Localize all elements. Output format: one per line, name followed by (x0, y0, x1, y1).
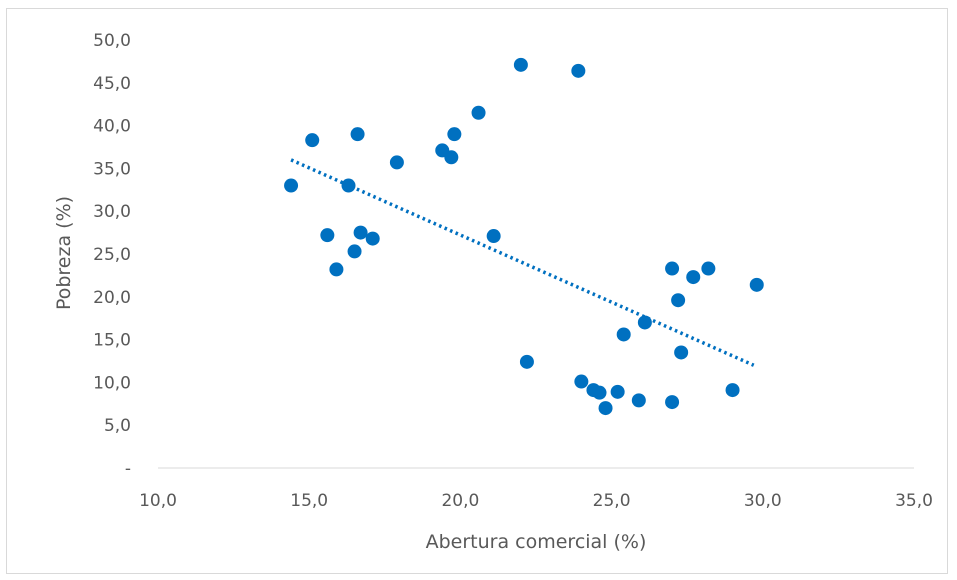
x-axis-title: Abertura comercial (%) (426, 531, 647, 553)
x-tick-label: 20,0 (441, 491, 479, 511)
data-point (341, 178, 356, 193)
y-tick-label: 15,0 (93, 331, 131, 351)
y-tick-label: 45,0 (93, 74, 131, 94)
data-point (284, 178, 299, 193)
data-point (447, 127, 462, 142)
data-point (725, 383, 740, 398)
data-point (592, 385, 607, 400)
data-point (574, 374, 589, 389)
data-points (284, 57, 764, 416)
y-axis-title: Pobreza (%) (53, 196, 75, 310)
data-point (610, 384, 625, 399)
trendline (290, 158, 755, 367)
x-axis-ticks: 10,0 15,0 20,0 25,0 30,0 35,0 (139, 491, 933, 511)
data-point (444, 150, 459, 165)
data-point (486, 229, 501, 244)
y-tick-label: 35,0 (93, 159, 131, 179)
data-point (353, 225, 368, 240)
data-point (598, 401, 613, 416)
data-point (631, 393, 646, 408)
data-point (513, 57, 528, 72)
data-point (320, 228, 335, 243)
y-tick-label: 10,0 (93, 373, 131, 393)
x-tick-label: 35,0 (895, 491, 933, 511)
data-point (686, 270, 701, 285)
data-point (701, 261, 716, 276)
data-point (389, 155, 404, 170)
data-point (519, 354, 534, 369)
data-point (616, 327, 631, 342)
y-tick-label: 25,0 (93, 245, 131, 265)
data-point (329, 262, 344, 277)
data-point (305, 133, 320, 148)
data-point (665, 395, 680, 410)
data-point (471, 105, 486, 120)
data-point (674, 345, 689, 360)
y-tick-label: - (125, 459, 131, 479)
y-tick-label: 5,0 (104, 416, 131, 436)
chart-area (6, 8, 948, 574)
x-tick-label: 30,0 (744, 491, 782, 511)
x-tick-label: 10,0 (139, 491, 177, 511)
data-point (347, 244, 362, 259)
x-tick-label: 25,0 (593, 491, 631, 511)
data-point (571, 63, 586, 78)
data-point (637, 315, 652, 330)
data-point (665, 261, 680, 276)
y-tick-label: 30,0 (93, 202, 131, 222)
y-tick-label: 20,0 (93, 288, 131, 308)
y-tick-label: 40,0 (93, 117, 131, 137)
data-point (350, 127, 365, 142)
y-axis-ticks: - 5,0 10,0 15,0 20,0 25,0 30,0 35,0 40,0 45,0 50,0 (93, 31, 131, 479)
data-point (749, 277, 764, 292)
data-point (365, 231, 380, 246)
data-point (671, 293, 686, 308)
y-tick-label: 50,0 (93, 31, 131, 51)
x-tick-label: 15,0 (290, 491, 328, 511)
